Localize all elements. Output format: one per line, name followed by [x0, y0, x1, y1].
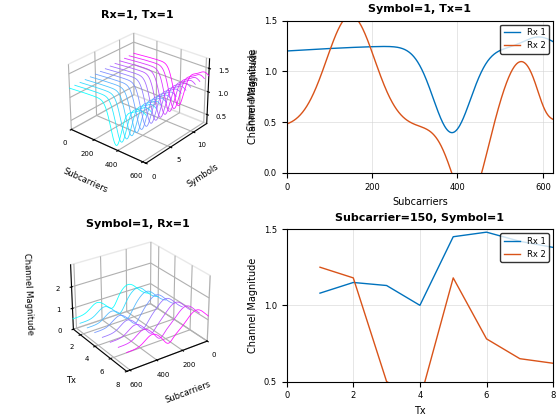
Rx 1 — [412, 56, 419, 61]
Rx 2 — [347, 13, 354, 18]
Y-axis label: Channel Magnitude: Channel Magnitude — [248, 258, 258, 353]
Rx 2 — [391, 103, 398, 108]
Rx 1 — [377, 44, 384, 49]
Rx 1 — [449, 130, 455, 135]
Rx 2 — [417, 397, 423, 402]
Rx 1 — [283, 48, 290, 53]
Rx 2 — [283, 121, 290, 126]
Rx 2 — [516, 356, 523, 361]
Rx 1 — [536, 34, 543, 39]
Rx 2 — [350, 276, 357, 281]
Rx 1 — [483, 230, 490, 235]
Rx 1 — [450, 234, 456, 239]
Rx 1 — [550, 39, 557, 44]
Rx 2 — [536, 92, 543, 97]
Rx 2 — [413, 122, 419, 127]
Rx 1 — [535, 34, 542, 39]
Rx 2 — [316, 265, 323, 270]
Y-axis label: Channel Magnitude: Channel Magnitude — [248, 49, 258, 144]
Rx 1 — [366, 44, 373, 49]
Title: Symbol=1, Tx=1: Symbol=1, Tx=1 — [368, 4, 472, 14]
Rx 1 — [417, 303, 423, 308]
X-axis label: Tx: Tx — [414, 406, 426, 416]
Rx 1 — [297, 47, 304, 52]
Rx 2 — [297, 112, 304, 117]
X-axis label: Subcarriers: Subcarriers — [392, 197, 448, 207]
Line: Rx 2: Rx 2 — [320, 267, 553, 400]
Title: Subcarrier=150, Symbol=1: Subcarrier=150, Symbol=1 — [335, 213, 505, 223]
X-axis label: Subcarriers: Subcarriers — [164, 379, 212, 405]
Rx 2 — [550, 361, 557, 366]
Y-axis label: Tx: Tx — [67, 376, 77, 385]
Rx 1 — [316, 291, 323, 296]
Rx 2 — [464, 200, 470, 205]
Rx 1 — [350, 280, 357, 285]
Y-axis label: Symbols: Symbols — [186, 162, 221, 189]
X-axis label: Subcarriers: Subcarriers — [62, 167, 109, 195]
Rx 2 — [367, 44, 374, 49]
Title: Symbol=1, Rx=1: Symbol=1, Rx=1 — [86, 219, 189, 229]
Rx 2 — [483, 336, 490, 341]
Rx 1 — [516, 239, 523, 244]
Line: Rx 1: Rx 1 — [320, 232, 553, 305]
Rx 1 — [550, 245, 557, 250]
Legend: Rx 1, Rx 2: Rx 1, Rx 2 — [500, 25, 549, 53]
Rx 1 — [390, 44, 397, 49]
Line: Rx 1: Rx 1 — [287, 37, 553, 133]
Rx 2 — [383, 379, 390, 384]
Title: Rx=1, Tx=1: Rx=1, Tx=1 — [101, 10, 174, 21]
Rx 2 — [450, 276, 456, 281]
Line: Rx 2: Rx 2 — [287, 16, 553, 202]
Rx 1 — [383, 283, 390, 288]
Legend: Rx 1, Rx 2: Rx 1, Rx 2 — [500, 233, 549, 262]
Rx 2 — [550, 117, 557, 122]
Rx 2 — [377, 74, 384, 79]
